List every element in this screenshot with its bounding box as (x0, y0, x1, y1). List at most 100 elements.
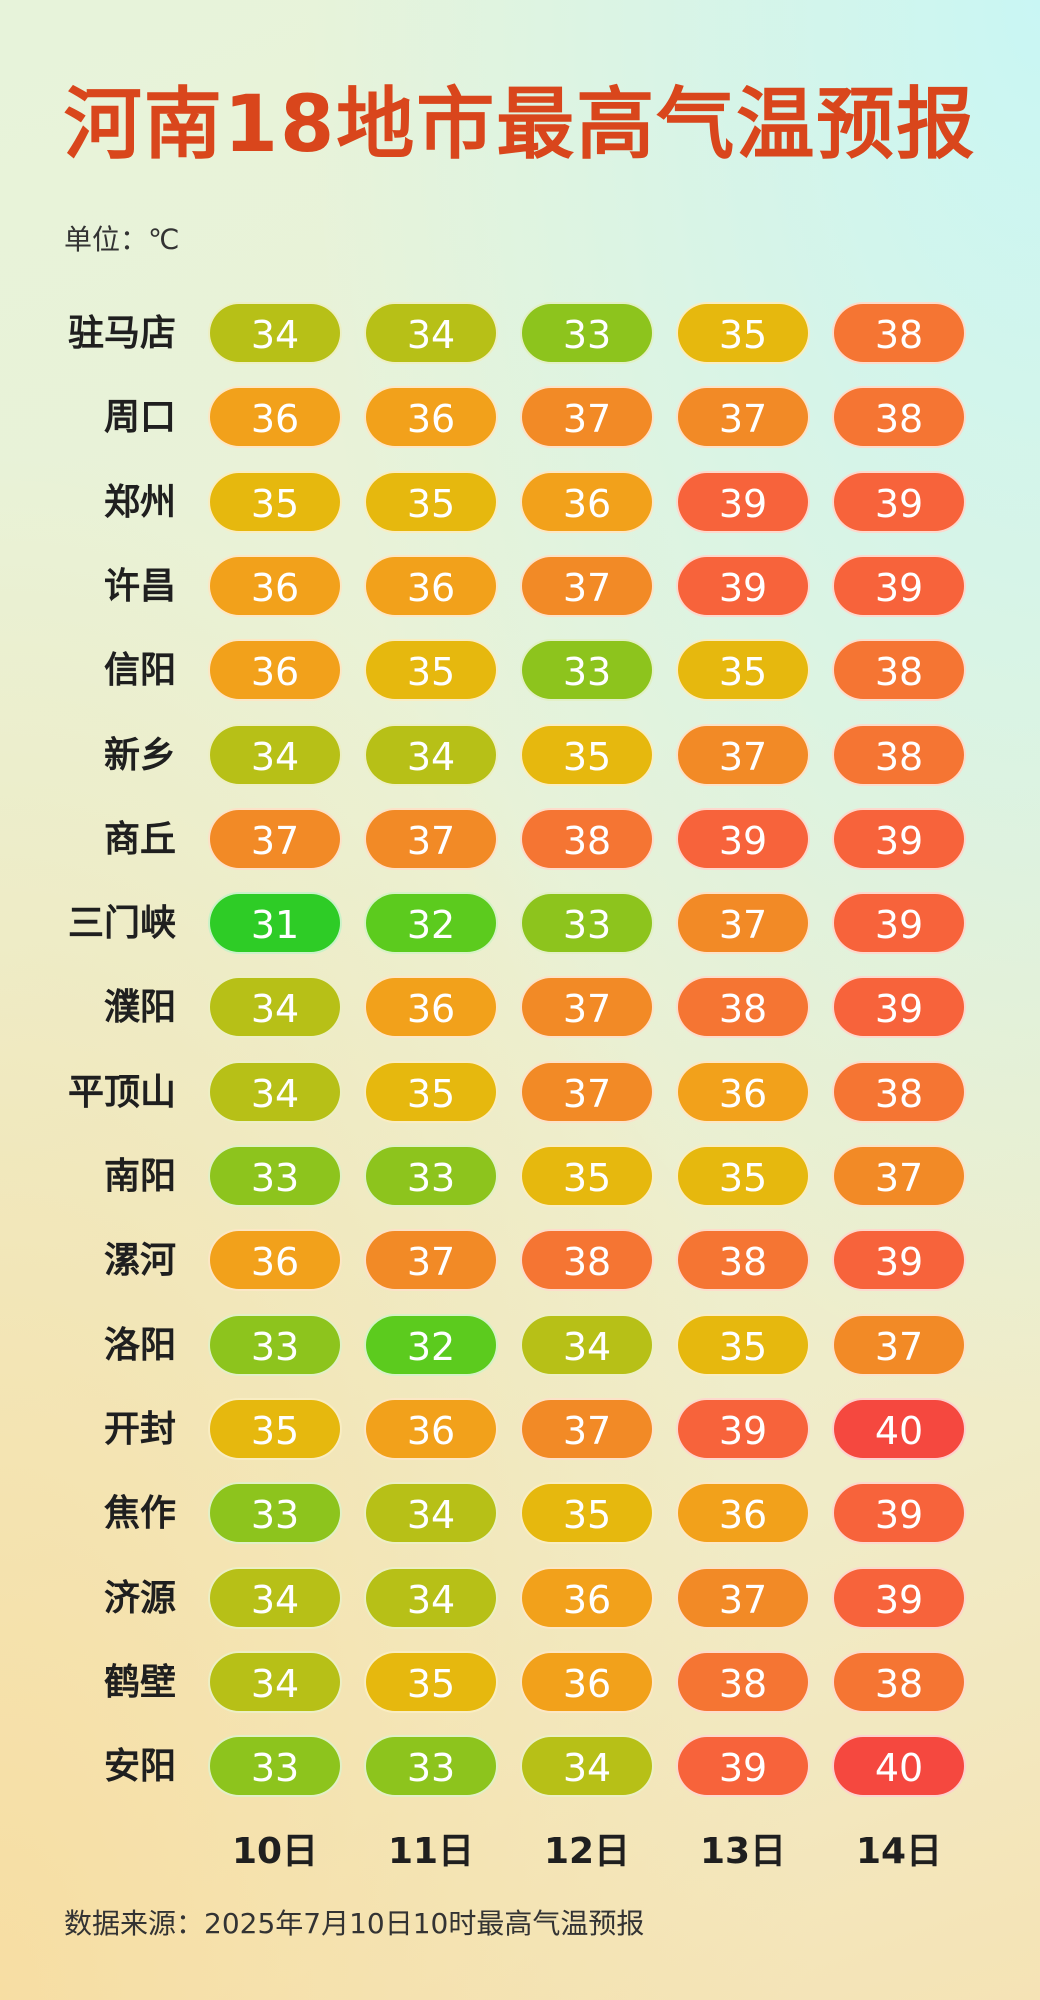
temperature-cell: 39 (676, 471, 810, 533)
temperature-cell: 38 (832, 724, 966, 786)
city-label: 商丘 (103, 819, 176, 860)
temperature-cell: 40 (832, 1735, 966, 1797)
temperature-cell: 35 (364, 1061, 498, 1123)
city-label: 三门峡 (67, 903, 176, 944)
temperature-cell: 36 (208, 386, 342, 448)
table-row: 信阳 36 35 33 35 38 (0, 637, 1040, 705)
temperature-cell: 39 (676, 1398, 810, 1460)
temperature-cell: 38 (832, 1651, 966, 1713)
table-row: 开封 35 36 37 39 40 (0, 1396, 1040, 1464)
city-label: 新乡 (103, 735, 176, 776)
temperature-cell: 37 (364, 1229, 498, 1291)
temperature-cell: 36 (208, 1229, 342, 1291)
temperature-cell: 35 (364, 1651, 498, 1713)
city-label: 洛阳 (103, 1325, 176, 1366)
temperature-cell: 35 (364, 471, 498, 533)
temperature-cell: 39 (832, 976, 966, 1038)
temperature-cell: 36 (364, 1398, 498, 1460)
temperature-cell: 35 (208, 471, 342, 533)
city-label: 鹤壁 (103, 1662, 176, 1703)
temperature-cell: 38 (520, 808, 654, 870)
city-label: 南阳 (103, 1156, 176, 1197)
temperature-cell: 39 (676, 808, 810, 870)
temperature-cell: 36 (364, 976, 498, 1038)
table-row: 南阳 33 33 35 35 37 (0, 1143, 1040, 1211)
temperature-cell: 34 (208, 1061, 342, 1123)
temperature-cell: 36 (208, 639, 342, 701)
table-row: 洛阳 33 32 34 35 37 (0, 1312, 1040, 1380)
temperature-cell: 40 (832, 1398, 966, 1460)
temperature-cell: 39 (832, 555, 966, 617)
temperature-cell: 32 (364, 1314, 498, 1376)
temperature-cell: 37 (520, 1061, 654, 1123)
temperature-cell: 34 (208, 302, 342, 364)
temperature-cell: 33 (208, 1145, 342, 1207)
city-label: 郑州 (103, 482, 176, 523)
temperature-cell: 33 (208, 1314, 342, 1376)
temperature-cell: 35 (208, 1398, 342, 1460)
temperature-cell: 31 (208, 892, 342, 954)
temperature-cell: 35 (676, 1314, 810, 1376)
temperature-cell: 38 (832, 639, 966, 701)
temperature-cell: 38 (520, 1229, 654, 1291)
temperature-cell: 37 (520, 386, 654, 448)
temperature-cell: 35 (520, 724, 654, 786)
temperature-cell: 39 (832, 1229, 966, 1291)
temperature-cell: 34 (364, 1567, 498, 1629)
table-row: 周口 36 36 37 37 38 (0, 384, 1040, 452)
temperature-cell: 39 (832, 808, 966, 870)
temperature-cell: 33 (208, 1735, 342, 1797)
table-row: 漯河 36 37 38 38 39 (0, 1227, 1040, 1295)
temperature-cell: 34 (364, 1482, 498, 1544)
temperature-cell: 38 (676, 976, 810, 1038)
temperature-cell: 36 (208, 555, 342, 617)
temperature-cell: 35 (520, 1145, 654, 1207)
day-label: 12日 (543, 1831, 631, 1872)
temperature-cell: 38 (832, 302, 966, 364)
city-label: 平顶山 (67, 1072, 176, 1113)
city-label: 安阳 (103, 1746, 176, 1787)
city-label: 济源 (103, 1578, 176, 1619)
temperature-cell: 34 (364, 724, 498, 786)
temperature-cell: 39 (832, 471, 966, 533)
temperature-cell: 34 (208, 976, 342, 1038)
temperature-cell: 36 (520, 471, 654, 533)
temperature-cell: 35 (364, 639, 498, 701)
temperature-cell: 36 (676, 1061, 810, 1123)
table-row: 鹤壁 34 35 36 38 38 (0, 1649, 1040, 1717)
temperature-cell: 36 (364, 386, 498, 448)
table-row: 焦作 33 34 35 36 39 (0, 1480, 1040, 1548)
temperature-cell: 33 (364, 1735, 498, 1797)
temperature-cell: 39 (676, 555, 810, 617)
temperature-cell: 37 (676, 386, 810, 448)
temperature-cell: 33 (520, 639, 654, 701)
temperature-cell: 37 (520, 555, 654, 617)
temperature-cell: 33 (520, 892, 654, 954)
temperature-cell: 36 (520, 1567, 654, 1629)
temperature-cell: 39 (832, 892, 966, 954)
temperature-cell: 34 (520, 1735, 654, 1797)
table-row: 新乡 34 34 35 37 38 (0, 722, 1040, 790)
day-label: 11日 (387, 1831, 475, 1872)
temperature-cell: 36 (676, 1482, 810, 1544)
temperature-cell: 34 (364, 302, 498, 364)
temperature-cell: 39 (676, 1735, 810, 1797)
temperature-cell: 34 (208, 1567, 342, 1629)
temperature-cell: 32 (364, 892, 498, 954)
temperature-cell: 39 (832, 1567, 966, 1629)
table-row: 三门峡 31 32 33 37 39 (0, 890, 1040, 958)
temperature-cell: 34 (208, 1651, 342, 1713)
temperature-cell: 37 (676, 1567, 810, 1629)
temperature-cell: 33 (364, 1145, 498, 1207)
temperature-cell: 37 (208, 808, 342, 870)
table-row: 济源 34 34 36 37 39 (0, 1565, 1040, 1633)
page-title: 河南18地市最高气温预报 (63, 80, 977, 170)
city-label: 周口 (103, 397, 176, 438)
temperature-cell: 38 (832, 1061, 966, 1123)
temperature-cell: 33 (520, 302, 654, 364)
city-label: 许昌 (103, 566, 176, 607)
temperature-cell: 35 (676, 1145, 810, 1207)
temperature-cell: 35 (676, 639, 810, 701)
day-label: 13日 (699, 1831, 787, 1872)
temperature-cell: 35 (676, 302, 810, 364)
